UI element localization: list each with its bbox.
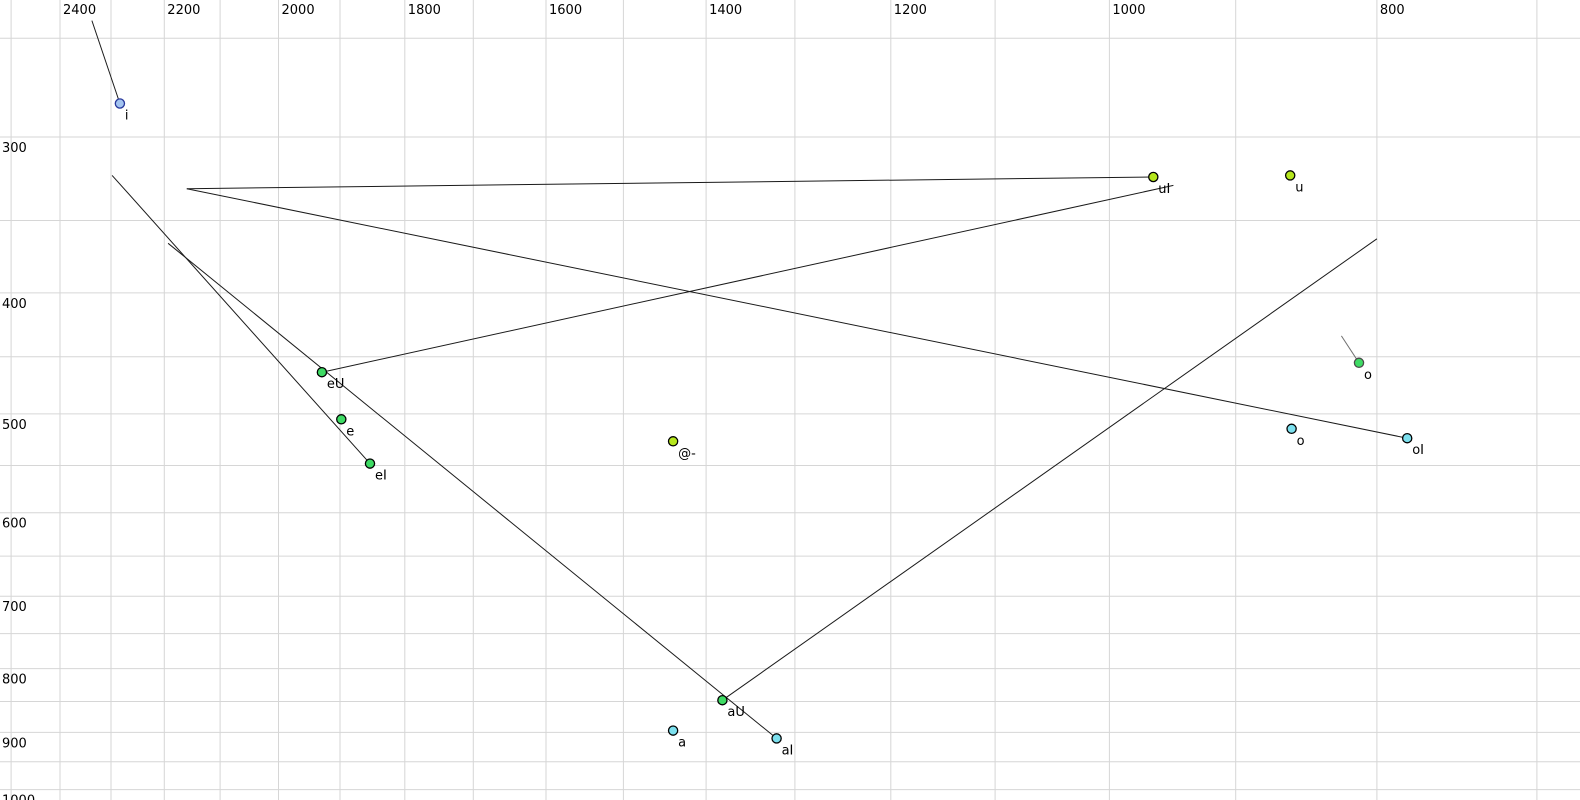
vowel-point-aI-12[interactable] — [771, 733, 782, 744]
x-tick-1600: 1600 — [549, 3, 582, 18]
glide-line-aI-12 — [167, 242, 777, 739]
vowel-point-e-4[interactable] — [336, 414, 347, 425]
x-tick-2200: 2200 — [167, 3, 200, 18]
glide-line-aU-10 — [722, 238, 1378, 701]
diphthong-glide-lines — [91, 20, 1408, 739]
vowel-point-uI-1[interactable] — [1148, 171, 1159, 183]
y-tick-600: 600 — [2, 517, 27, 532]
vowel-point-eI-5[interactable] — [364, 458, 376, 469]
vowel-label-oI-9: oI — [1412, 443, 1424, 458]
y-tick-300: 300 — [2, 141, 27, 156]
vowel-point-@--6[interactable] — [667, 436, 679, 447]
y-tick-400: 400 — [2, 297, 27, 312]
vowel-label-u-2: u — [1295, 180, 1303, 195]
vowel-point-labels: i uI u eU e eI @- o o oI aU a aI — [125, 109, 1424, 759]
x-tick-1200: 1200 — [894, 3, 927, 18]
vowel-label-e-4: e — [346, 424, 354, 439]
vowel-points — [114, 98, 1413, 744]
y-tick-500: 500 — [2, 418, 27, 433]
y-tick-800: 800 — [2, 673, 27, 688]
y-tick-700: 700 — [2, 600, 27, 615]
vowel-point-aU-10[interactable] — [717, 694, 728, 706]
glide-line-uI-1 — [186, 176, 1154, 190]
vowel-label-o-8: o — [1297, 434, 1305, 449]
vowel-label-uI-1: uI — [1158, 182, 1170, 197]
x-tick-800: 800 — [1380, 3, 1405, 18]
vowel-label-o-7: o — [1364, 368, 1372, 383]
x-tick-2000: 2000 — [282, 3, 315, 18]
x-tick-2400: 2400 — [63, 3, 96, 18]
vowel-label-a-11: a — [678, 736, 686, 751]
glide-line-eU-3 — [321, 184, 1174, 373]
vowel-label-aI-12: aI — [782, 743, 794, 758]
vowel-label-i-0: i — [125, 109, 129, 124]
vowel-point-o-7[interactable] — [1353, 357, 1365, 369]
vowel-point-i-0[interactable] — [114, 98, 126, 109]
glide-line-o-7 — [1340, 335, 1360, 364]
y-axis-tick-labels: 300 400 500 600 700 800 900 1000 — [2, 141, 35, 800]
y-tick-900: 900 — [2, 736, 27, 751]
glide-line-i-0 — [91, 20, 121, 104]
vowel-point-oI-9[interactable] — [1401, 432, 1413, 444]
y-tick-1000: 1000 — [2, 794, 35, 800]
x-tick-1000: 1000 — [1112, 3, 1145, 18]
vowel-point-eU-3[interactable] — [316, 366, 328, 378]
x-axis-tick-labels: 2400 2200 2000 1800 1600 1400 1200 1000 800 — [63, 3, 1405, 18]
glide-line-eI-5 — [111, 175, 371, 464]
vertical-gridlines — [10, 0, 1538, 800]
horizontal-gridlines — [0, 37, 1580, 791]
glide-line-oI-9 — [186, 188, 1408, 439]
vowel-label-eU-3: eU — [327, 377, 345, 392]
vowel-point-a-11[interactable] — [667, 725, 679, 736]
x-tick-1400: 1400 — [709, 3, 742, 18]
x-tick-1800: 1800 — [408, 3, 441, 18]
vowel-label-@--6: @- — [678, 446, 696, 461]
vowel-label-aU-10: aU — [727, 705, 744, 720]
vowel-point-u-2[interactable] — [1284, 170, 1296, 181]
vowel-label-eI-5: eI — [375, 469, 387, 484]
vowel-point-o-8[interactable] — [1286, 423, 1297, 435]
